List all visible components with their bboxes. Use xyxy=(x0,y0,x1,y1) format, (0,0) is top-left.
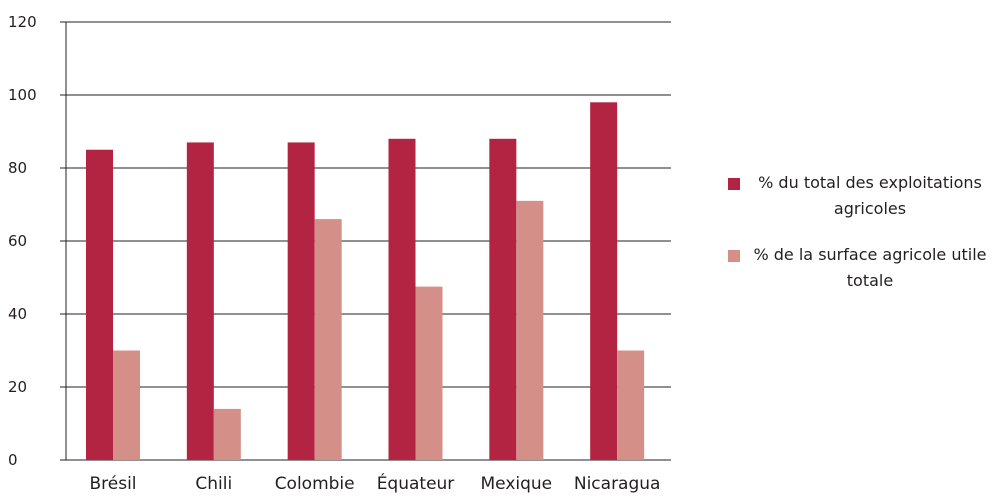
bar-1-équateur xyxy=(388,138,416,461)
x-tick-label: Colombie xyxy=(275,474,355,494)
y-axis-ticks: 0 20 40 60 80 100 120 xyxy=(8,13,37,469)
bar-2-colombie xyxy=(314,219,342,460)
x-tick-label: Mexique xyxy=(481,474,553,494)
y-tick-label: 60 xyxy=(8,232,27,250)
y-tick-label: 20 xyxy=(8,378,27,396)
bar-2-chili xyxy=(213,408,241,460)
y-tick-label: 100 xyxy=(8,86,37,104)
x-tick-label: Chili xyxy=(195,474,232,494)
legend-label-series-2: % de la surface agricole utile totale xyxy=(753,245,987,290)
x-tick-label: Équateur xyxy=(377,472,455,494)
y-tick-label: 80 xyxy=(8,159,27,177)
bar-2-équateur xyxy=(415,286,443,460)
x-axis-labels: Brésil Chili Colombie Équateur Mexique Nicara… xyxy=(89,472,660,494)
legend-item-series-1: % du total des exploitations agricoles xyxy=(724,170,990,222)
bar-1-nicaragua xyxy=(590,102,618,461)
bar-1-mexique xyxy=(489,138,517,461)
x-tick-label: Brésil xyxy=(89,474,136,494)
bar-2-mexique xyxy=(516,200,544,460)
legend-label-series-1: % du total des exploitations agricoles xyxy=(758,173,982,218)
bar-1-brésil xyxy=(86,149,113,460)
legend: % du total des exploitations agricoles %… xyxy=(724,170,990,314)
bar-2-nicaragua xyxy=(617,350,645,460)
x-tick-label: Nicaragua xyxy=(574,474,661,494)
bar-2-brésil xyxy=(113,350,140,460)
y-tick-label: 40 xyxy=(8,305,27,323)
bar-1-colombie xyxy=(287,142,315,460)
legend-item-series-2: % de la surface agricole utile totale xyxy=(724,242,990,294)
bars xyxy=(86,102,645,461)
legend-swatch-series-1 xyxy=(728,178,740,190)
legend-swatch-series-2 xyxy=(728,250,740,262)
gridlines xyxy=(60,21,671,461)
bar-1-chili xyxy=(186,142,214,460)
y-tick-label: 120 xyxy=(8,13,37,31)
y-tick-label: 0 xyxy=(8,451,18,469)
